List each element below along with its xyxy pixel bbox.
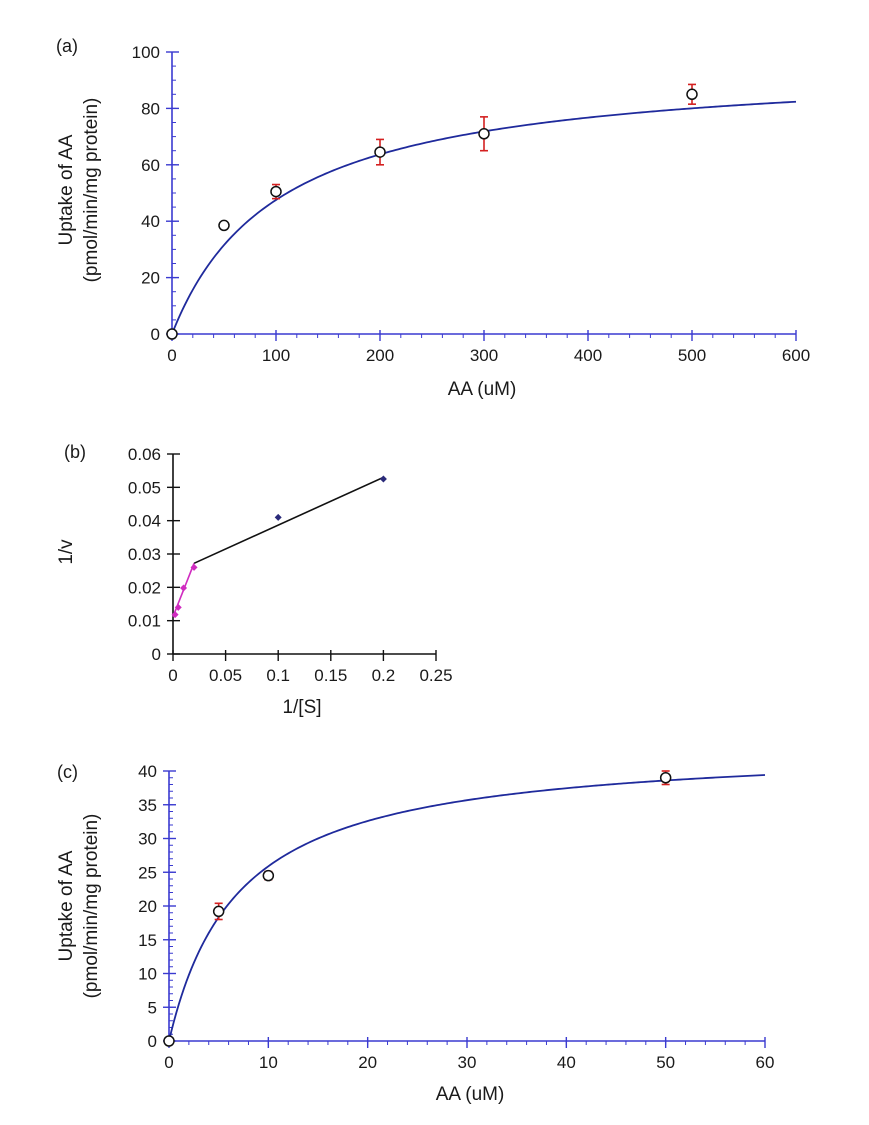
y-tick-label-c: 0 (148, 1032, 157, 1051)
data-point-b (379, 475, 387, 483)
y-tick-label-c: 5 (148, 998, 157, 1017)
y-tick-label-b: 0.06 (128, 445, 161, 464)
y-tick-label-b: 0.02 (128, 578, 161, 597)
x-tick-label-a: 600 (782, 346, 810, 365)
x-axis-title-b: 1/[S] (282, 697, 321, 718)
x-axis-title-c: AA (uM) (436, 1084, 505, 1105)
y-tick-label-a: 60 (141, 156, 160, 175)
plot-area-b: 0 0.05 0.1 0.15 0.2 0.25 0 0.01 0.02 0.03 0.04 0.05… (128, 445, 453, 685)
y-tick-label-b: 0.03 (128, 545, 161, 564)
chart-panel-a: (a) Uptake of AA (pmol/min/mg protein) A… (56, 36, 810, 400)
y-tick-label-c: 25 (138, 863, 157, 882)
data-point-c (212, 905, 225, 918)
x-tick-label-c: 50 (656, 1053, 675, 1072)
chart-panel-c: (c) Uptake of AA (pmol/min/mg protein) A… (56, 762, 774, 1105)
data-point-c (659, 772, 672, 784)
x-tick-label-a: 200 (366, 346, 394, 365)
y-tick-label-b: 0.05 (128, 478, 161, 497)
y-tick-label-c: 40 (138, 762, 157, 781)
y-tick-label-a: 80 (141, 99, 160, 118)
data-point-b (190, 563, 198, 571)
x-tick-label-c: 20 (358, 1053, 377, 1072)
y-tick-label-c: 35 (138, 796, 157, 815)
y-tick-label-c: 20 (138, 897, 157, 916)
data-point-b (171, 611, 179, 619)
regression-line-b (193, 476, 384, 565)
y-axis-title-b: 1/v (56, 539, 77, 565)
x-tick-label-a: 0 (167, 346, 176, 365)
panel-label-a: (a) (56, 36, 78, 56)
plot-area-c: 0 10 20 30 40 50 60 0 5 10 15 20 25 30 35 40 (138, 762, 774, 1072)
x-tick-label-a: 300 (470, 346, 498, 365)
x-axis-title-a: AA (uM) (448, 379, 517, 400)
y-tick-label-b: 0 (152, 645, 161, 664)
y-tick-label-a: 40 (141, 212, 160, 231)
x-tick-label-c: 30 (458, 1053, 477, 1072)
y-axis-title-line1-c: Uptake of AA (56, 850, 77, 961)
x-tick-label-b: 0.25 (419, 666, 452, 685)
data-point-c (163, 1035, 175, 1047)
data-point-b (180, 584, 188, 592)
x-tick-label-a: 500 (678, 346, 706, 365)
chart-panel-b: (b) 1/v 1/[S] 0 0.05 0.1 0.15 0.2 0.25 0 0.01 0.… (56, 442, 453, 718)
x-tick-label-a: 100 (262, 346, 290, 365)
y-tick-label-b: 0.01 (128, 612, 161, 631)
data-point-a (686, 88, 698, 101)
panel-label-b: (b) (64, 442, 86, 462)
y-tick-label-c: 15 (138, 931, 157, 950)
plot-area-a: 0 100 200 300 400 500 600 0 20 40 60 80 100 (132, 43, 811, 365)
x-tick-label-b: 0.15 (314, 666, 347, 685)
data-point-a (478, 128, 490, 140)
panel-label-c: (c) (57, 762, 78, 782)
y-tick-label-b: 0.04 (128, 512, 161, 531)
y-axis-title-line2-a: (pmol/min/mg protein) (81, 98, 102, 283)
x-tick-label-c: 10 (259, 1053, 278, 1072)
y-tick-label-c: 30 (138, 830, 157, 849)
x-tick-label-c: 0 (164, 1053, 173, 1072)
x-tick-label-b: 0.05 (209, 666, 242, 685)
y-axis-title-line1-a: Uptake of AA (56, 134, 77, 245)
x-tick-label-c: 60 (756, 1053, 775, 1072)
data-point-a (218, 219, 230, 232)
y-tick-label-a: 20 (141, 269, 160, 288)
x-tick-label-b: 0.2 (372, 666, 396, 685)
data-point-c (262, 869, 275, 882)
data-point-b (274, 513, 282, 521)
data-point-a (270, 185, 282, 198)
x-tick-label-b: 0 (168, 666, 177, 685)
data-point-a (166, 328, 178, 340)
y-tick-label-a: 100 (132, 43, 160, 62)
y-tick-label-c: 10 (138, 965, 157, 984)
y-tick-label-a: 0 (151, 325, 160, 344)
x-tick-label-b: 0.1 (266, 666, 290, 685)
x-tick-label-c: 40 (557, 1053, 576, 1072)
data-point-a (374, 146, 386, 158)
fit-curve-c (168, 774, 766, 1042)
y-axis-title-line2-c: (pmol/min/mg protein) (81, 814, 102, 999)
data-point-b (174, 603, 182, 611)
x-tick-label-a: 400 (574, 346, 602, 365)
